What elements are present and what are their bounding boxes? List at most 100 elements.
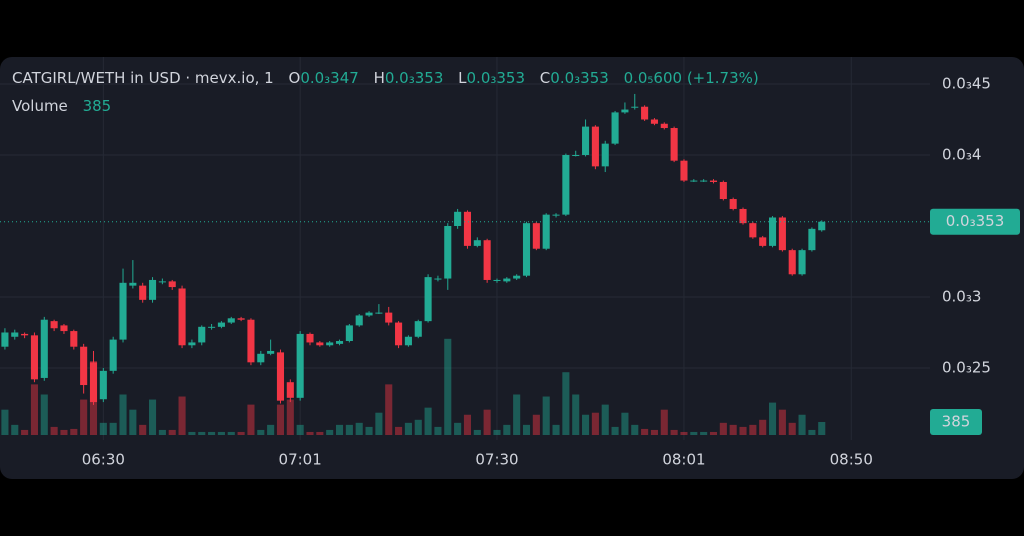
candle-body xyxy=(316,342,324,346)
last-price-label: 0.0₃353 xyxy=(946,212,1005,230)
volume-bar xyxy=(188,431,196,435)
candle-body xyxy=(217,322,225,327)
candle-body xyxy=(483,240,491,280)
y-tick-label: 0.0₃25 xyxy=(942,359,991,377)
last-price-tag xyxy=(930,208,1020,235)
chart-card xyxy=(0,57,1024,479)
candle-body xyxy=(89,362,98,403)
candle-body xyxy=(562,155,570,215)
candle-body xyxy=(129,282,137,286)
candles xyxy=(1,93,826,405)
volume-bar xyxy=(178,396,186,435)
grid xyxy=(0,57,930,440)
volume-bar xyxy=(286,399,294,435)
candle-body xyxy=(778,217,786,251)
candle-body xyxy=(247,319,255,363)
volume-bar xyxy=(719,422,727,435)
x-tick-label: 06:30 xyxy=(82,451,125,469)
volume-bar xyxy=(109,422,117,435)
candle-body xyxy=(601,143,609,167)
volume-bar xyxy=(375,412,383,435)
candle-body xyxy=(178,288,186,346)
volume-bar xyxy=(237,431,245,435)
candle-body xyxy=(700,180,708,182)
volume-bar xyxy=(139,424,147,435)
candle-body xyxy=(395,322,403,346)
volume-bar xyxy=(168,429,176,435)
volume-bar xyxy=(444,338,452,435)
candle-body xyxy=(808,228,816,251)
volume-bar xyxy=(227,431,235,435)
ohlc-key: C xyxy=(540,69,550,87)
volume-bar xyxy=(709,431,718,435)
volume-bar xyxy=(40,394,48,435)
candle-body xyxy=(80,346,88,386)
volume-bar xyxy=(680,431,688,435)
volume-bar xyxy=(30,384,38,435)
volume-tag-label: 385 xyxy=(942,413,971,431)
candle-body xyxy=(788,250,796,275)
candle-body xyxy=(542,214,550,249)
volume-bar xyxy=(267,424,275,435)
candle-body xyxy=(70,331,78,347)
candle-body xyxy=(375,312,383,314)
candle-body xyxy=(40,319,48,378)
candle-body xyxy=(768,217,777,246)
volume-bar xyxy=(798,414,806,435)
volume-bar xyxy=(80,399,88,435)
candle-body xyxy=(11,332,19,337)
candle-body xyxy=(237,318,245,320)
candle-body xyxy=(50,321,58,329)
ohlc-key: L xyxy=(458,69,467,87)
candle-body xyxy=(345,325,353,342)
candle-body xyxy=(611,112,619,144)
volume-bar xyxy=(493,429,501,435)
candle-body xyxy=(335,341,344,344)
candle-body xyxy=(719,181,727,200)
volume-bar xyxy=(316,431,324,435)
volume-bar xyxy=(306,431,314,435)
volume-bar xyxy=(522,424,531,435)
volume-bar xyxy=(1,409,9,435)
ohlc-value: 0.0₃353 xyxy=(385,69,444,87)
candle-body xyxy=(306,333,314,343)
volume-bar xyxy=(434,426,442,435)
volume-bar xyxy=(473,429,481,435)
candle-body xyxy=(749,223,757,238)
volume-bar xyxy=(700,431,708,435)
candle-body xyxy=(365,312,373,316)
volume-bar xyxy=(11,424,19,435)
candle-body xyxy=(680,160,688,181)
volume-bar xyxy=(532,414,540,435)
y-tick-label: 0.0₃3 xyxy=(942,288,981,306)
volume-bar xyxy=(335,424,344,435)
candle-body xyxy=(463,211,472,246)
candle-body xyxy=(532,223,540,249)
candle-body xyxy=(1,332,9,347)
y-tick-label: 0.0₃4 xyxy=(942,146,981,164)
candle-body xyxy=(798,250,806,275)
candle-body xyxy=(493,279,501,281)
volume-bar xyxy=(552,424,560,435)
candle-body xyxy=(99,370,107,400)
candle-body xyxy=(188,342,196,346)
volume-bar xyxy=(542,396,550,435)
candle-body xyxy=(404,336,412,346)
ohlc-value: 0.0₃353 xyxy=(467,69,526,87)
candle-body xyxy=(119,282,127,340)
candle-body xyxy=(139,285,147,300)
volume-bar xyxy=(454,422,462,435)
candle-body xyxy=(424,277,432,322)
candle-body xyxy=(21,333,29,336)
candle-body xyxy=(355,315,363,326)
candle-body xyxy=(267,350,275,354)
volume-bar xyxy=(385,384,393,435)
candle-body xyxy=(227,318,235,323)
volume-bar xyxy=(660,409,668,435)
volume-bar xyxy=(621,412,629,435)
candle-body xyxy=(168,281,176,288)
volume-bar xyxy=(326,429,334,435)
volume-bar xyxy=(355,422,363,435)
volume-bar xyxy=(818,422,826,435)
